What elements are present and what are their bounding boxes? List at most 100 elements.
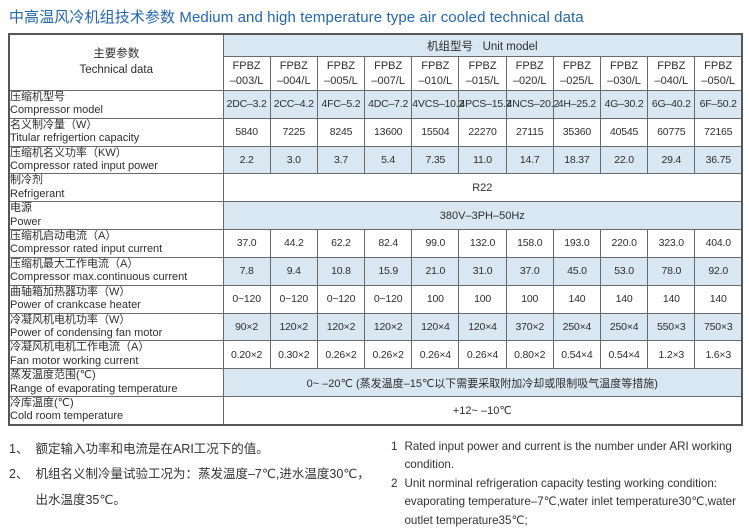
value-cell: 99.0 xyxy=(411,229,460,258)
value-cell: 4G–30.2 xyxy=(599,90,649,119)
table-row: 制冷剂 Refrigerant R22 xyxy=(8,173,743,203)
model-name-line2: –010/L xyxy=(418,74,453,87)
model-name-line1: FPBZ xyxy=(704,59,733,72)
footnotes: 1、 额定输入功率和电流是在ARI工况下的值。 2、 机组名义制冷量试验工况为：蒸发温… xyxy=(8,437,741,530)
footnotes-chinese: 1、 额定输入功率和电流是在ARI工况下的值。 2、 机组名义制冷量试验工况为：蒸发温… xyxy=(9,437,381,530)
value-cell: 100 xyxy=(411,284,460,314)
model-name-line2: –050/L xyxy=(701,74,736,87)
value-cell: 7.8 xyxy=(222,256,271,286)
row-label-cell: 蒸发温度范围(℃) Range of evaporating temperatur… xyxy=(8,368,224,397)
value-cell: 14.7 xyxy=(505,145,554,175)
param-header-cell: 主要参数 Technical data xyxy=(8,33,224,91)
value-cell: 78.0 xyxy=(647,256,696,286)
unit-model-header-zh: 机组型号 xyxy=(427,40,473,53)
model-name-line1: FPBZ xyxy=(515,59,544,72)
value-cell: 5.4 xyxy=(364,145,413,175)
value-cell: 62.2 xyxy=(316,229,366,258)
model-header-cell: FPBZ –015/L xyxy=(458,56,507,91)
row-label-zh: 冷凝风机电机功率（W） xyxy=(10,313,131,326)
row-label-en: Range of evaporating temperature xyxy=(10,382,178,395)
note-number: 1 xyxy=(391,439,398,453)
value-cell: 140 xyxy=(647,284,696,314)
row-label-zh: 压缩机型号 xyxy=(10,91,65,103)
row-label-cell: 压缩机启动电流（A） Compressor rated input current xyxy=(8,229,224,258)
param-header-en: Technical data xyxy=(79,63,154,76)
row-label-zh: 蒸发温度范围(℃) xyxy=(10,369,96,382)
table-row: 压缩机型号 Compressor model 2DC–3.2 2CC–4.2 4FC–5… xyxy=(8,90,743,119)
value-cell: 140 xyxy=(599,284,649,314)
value-cell: 0.26×2 xyxy=(316,340,366,370)
row-label-en: Power of crankcase heater xyxy=(10,299,141,312)
value-cell: 37.0 xyxy=(222,229,271,258)
note-text: 机组名义制冷量试验工况为：蒸发温度–7℃,进水温度30℃，出水温度35℃。 xyxy=(35,467,370,507)
value-cell: 15504 xyxy=(411,117,460,147)
table-row: 压缩机名义功率（KW） Compressor rated input power 2… xyxy=(8,145,743,175)
row-label-cell: 冷库温度(℃) Cold room temperature xyxy=(8,395,224,426)
model-name-line2: –030/L xyxy=(607,74,641,87)
value-cell: 4NCS–20.2 xyxy=(505,90,559,119)
value-cell: 4VCS–10.2 xyxy=(411,90,464,119)
model-header-cell: FPBZ –003/L xyxy=(222,56,271,91)
value-cell: 3.7 xyxy=(316,145,366,175)
model-name-line2: –004/L xyxy=(276,74,311,87)
unit-model-header-cell: 机组型号 Unit model xyxy=(222,33,743,57)
value-cell: 140 xyxy=(694,284,743,314)
value-cell: 158.0 xyxy=(505,229,554,258)
value-cell: 2DC–3.2 xyxy=(222,90,271,119)
row-label-en: Compressor max.continuous current xyxy=(10,271,188,284)
row-label-en: Titular refrigertion capacity xyxy=(10,132,140,145)
unit-model-header-en: Unit model xyxy=(482,40,538,53)
row-label-zh: 压缩机名义功率（KW） xyxy=(10,146,127,159)
model-name-line1: FPBZ xyxy=(657,59,686,72)
note-text: Rated input power and current is the num… xyxy=(404,439,732,472)
row-label-cell: 制冷剂 Refrigerant xyxy=(8,173,224,203)
value-cell: 9.4 xyxy=(269,256,318,286)
value-cell: 750×3 xyxy=(694,312,743,342)
row-label-zh: 名义制冷量（W） xyxy=(10,118,98,131)
value-cell: 4PCS–15.2 xyxy=(458,90,512,119)
value-cell: 0.26×4 xyxy=(458,340,507,370)
note-item: 2、 机组名义制冷量试验工况为：蒸发温度–7℃,进水温度30℃，出水温度35℃。 xyxy=(9,462,381,513)
value-cell: 0~120 xyxy=(222,284,271,314)
model-header-cell: FPBZ –010/L xyxy=(411,56,460,91)
value-cell: 132.0 xyxy=(458,229,507,258)
span-value-cell: +12~ –10℃ xyxy=(222,395,743,426)
value-cell: 0.80×2 xyxy=(505,340,554,370)
value-cell: 4H–25.2 xyxy=(552,90,602,119)
model-header-cell: FPBZ –007/L xyxy=(364,56,413,91)
value-cell: 140 xyxy=(552,284,602,314)
note-number: 2 xyxy=(391,476,398,490)
value-cell: 370×2 xyxy=(505,312,554,342)
footnotes-english: 1 Rated input power and current is the nu… xyxy=(381,437,740,530)
value-cell: 0.26×4 xyxy=(411,340,460,370)
model-name-line2: –003/L xyxy=(229,74,264,87)
value-cell: 31.0 xyxy=(458,256,507,286)
table-row: 电源 Power 380V–3PH–50Hz xyxy=(8,201,743,231)
value-cell: 6F–50.2 xyxy=(694,90,743,119)
row-label-cell: 压缩机名义功率（KW） Compressor rated input power xyxy=(8,145,224,175)
row-label-cell: 冷凝风机电机功率（W） Power of condensing fan motor xyxy=(8,312,224,342)
model-header-cell: FPBZ –025/L xyxy=(552,56,602,91)
value-cell: 92.0 xyxy=(694,256,743,286)
value-cell: 3.0 xyxy=(269,145,318,175)
value-cell: 220.0 xyxy=(599,229,649,258)
model-header-cell: FPBZ –050/L xyxy=(694,56,743,91)
value-cell: 13600 xyxy=(364,117,413,147)
model-header-cell: FPBZ –005/L xyxy=(316,56,366,91)
row-label-cell: 名义制冷量（W） Titular refrigertion capacity xyxy=(8,117,224,147)
value-cell: 10.8 xyxy=(316,256,366,286)
model-name-line1: FPBZ xyxy=(421,59,450,72)
value-cell: 120×2 xyxy=(316,312,366,342)
row-label-en: Compressor model xyxy=(10,104,103,117)
row-label-zh: 电源 xyxy=(10,202,32,215)
row-label-en: Compressor rated input power xyxy=(10,160,158,173)
model-name-line1: FPBZ xyxy=(468,59,497,72)
model-name-line2: –040/L xyxy=(654,74,689,87)
value-cell: 21.0 xyxy=(411,256,460,286)
table-body: 压缩机型号 Compressor model 2DC–3.2 2CC–4.2 4FC–5… xyxy=(8,90,743,426)
value-cell: 0.30×2 xyxy=(269,340,318,370)
row-label-en: Cold room temperature xyxy=(10,410,124,423)
note-number: 2、 xyxy=(9,467,29,482)
value-cell: 45.0 xyxy=(552,256,602,286)
value-cell: 2.2 xyxy=(222,145,271,175)
